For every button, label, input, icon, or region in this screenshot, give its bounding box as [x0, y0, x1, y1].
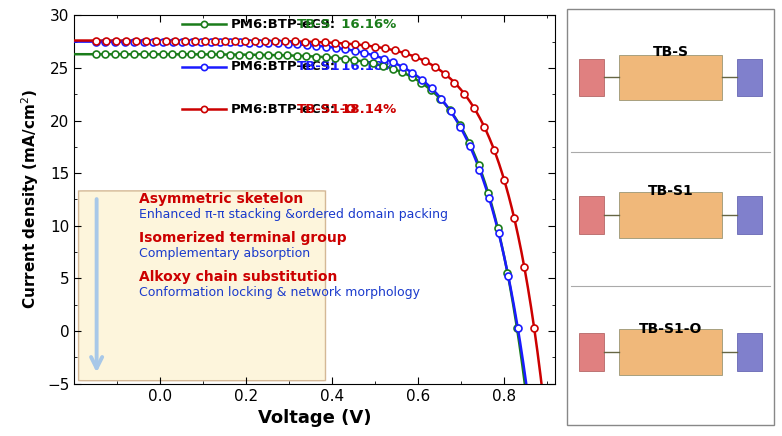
- Text: TB-S: TB-S: [297, 18, 332, 31]
- Bar: [737, 334, 762, 371]
- Text: Complementary absorption: Complementary absorption: [138, 247, 310, 260]
- Text: TB-S1: TB-S1: [647, 184, 694, 198]
- Text: PM6:BTP-eC9:: PM6:BTP-eC9:: [231, 60, 335, 73]
- Bar: [619, 329, 723, 375]
- Text: 16.16%: 16.16%: [332, 18, 396, 31]
- Text: Isomerized terminal group: Isomerized terminal group: [138, 232, 346, 245]
- Text: PM6:BTP-eC9:: PM6:BTP-eC9:: [231, 18, 335, 31]
- Text: TB-S: TB-S: [652, 45, 689, 59]
- Text: TB-S1-O: TB-S1-O: [639, 322, 702, 336]
- Text: 18.14%: 18.14%: [332, 103, 396, 116]
- Text: Alkoxy chain substitution: Alkoxy chain substitution: [138, 270, 337, 284]
- Bar: [619, 192, 723, 238]
- Text: 16.18%: 16.18%: [332, 60, 396, 73]
- Y-axis label: Current density (mA/cm$^2$): Current density (mA/cm$^2$): [20, 89, 41, 310]
- Text: Conformation locking & network morphology: Conformation locking & network morpholog…: [138, 286, 420, 299]
- FancyBboxPatch shape: [78, 191, 325, 381]
- Bar: [737, 196, 762, 234]
- Text: PM6:BTP-eC9:: PM6:BTP-eC9:: [231, 103, 335, 116]
- X-axis label: Voltage (V): Voltage (V): [258, 409, 371, 427]
- Text: Enhanced π-π stacking &ordered domain packing: Enhanced π-π stacking &ordered domain pa…: [138, 208, 448, 221]
- Text: TB-S1-O: TB-S1-O: [297, 103, 357, 116]
- Text: TB-S1: TB-S1: [297, 60, 341, 73]
- Bar: [737, 59, 762, 96]
- Bar: [579, 196, 604, 234]
- Text: Asymmetric sketelon: Asymmetric sketelon: [138, 192, 303, 207]
- Bar: [579, 59, 604, 96]
- Bar: [579, 334, 604, 371]
- Bar: [619, 54, 723, 100]
